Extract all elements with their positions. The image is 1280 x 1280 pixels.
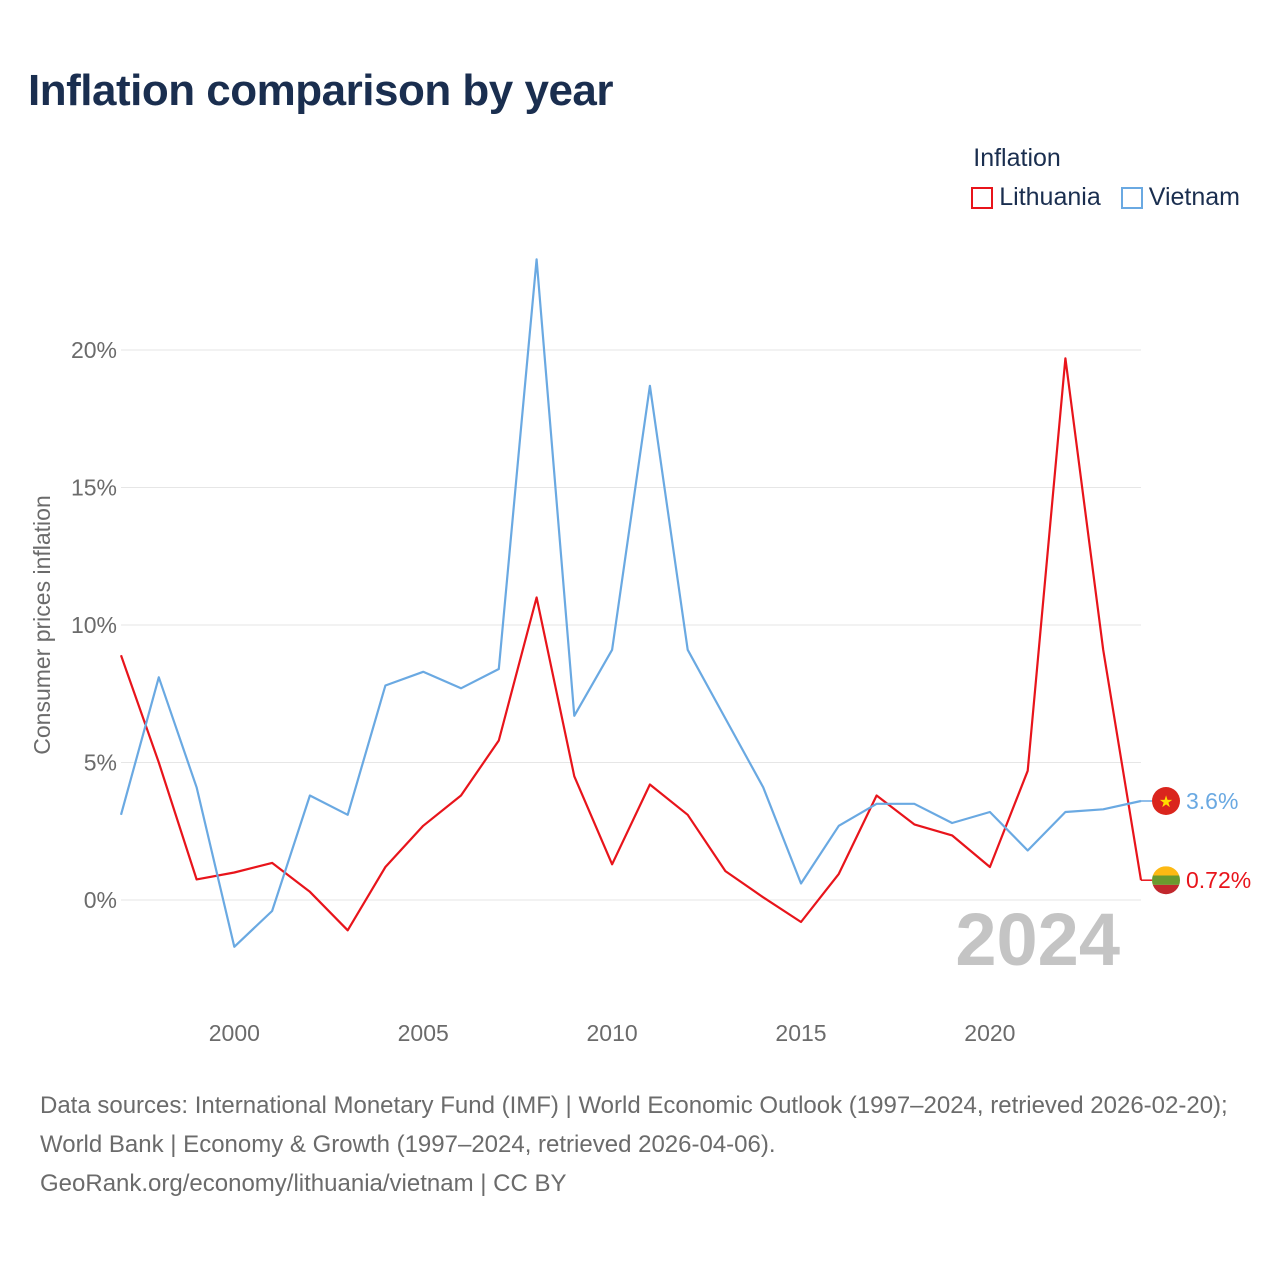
footer-sources: Data sources: International Monetary Fun… bbox=[40, 1092, 1228, 1158]
gridlines bbox=[121, 349, 1141, 901]
y-axis-title: Consumer prices inflation bbox=[29, 495, 55, 755]
series-line-lithuania[interactable] bbox=[119, 357, 1143, 932]
y-tick-label-15: 15% bbox=[71, 475, 117, 501]
x-tick-label-2000: 2000 bbox=[209, 1020, 260, 1046]
flag-stripe-yellow bbox=[1152, 866, 1180, 877]
year-watermark: 2024 bbox=[955, 898, 1120, 981]
end-labels: 0.72% ★ 3.6% bbox=[1141, 787, 1251, 895]
y-tick-label-5: 5% bbox=[84, 750, 117, 776]
legend-item-lithuania[interactable]: Lithuania bbox=[971, 183, 1101, 212]
flag-lithuania-icon bbox=[1152, 866, 1180, 895]
footer-credit[interactable]: GeoRank.org/economy/lithuania/vietnam | … bbox=[40, 1170, 567, 1197]
flag-field bbox=[1152, 787, 1180, 815]
x-tick-label-2015: 2015 bbox=[775, 1020, 826, 1046]
flag-vietnam-icon: ★ bbox=[1152, 787, 1180, 815]
series-line-vietnam[interactable] bbox=[119, 258, 1142, 948]
flag-stripe-green bbox=[1152, 875, 1180, 885]
y-tick-label-10: 10% bbox=[71, 612, 117, 638]
end-label-vietnam: 3.6% bbox=[1186, 788, 1238, 814]
legend-label-lithuania: Lithuania bbox=[999, 183, 1101, 211]
axes: 0% 5% 10% 15% 20% 2000 2005 2010 2015 2020 Consume… bbox=[29, 337, 1015, 1046]
legend: Inflation Lithuania Vietnam bbox=[971, 144, 1240, 212]
legend-title: Inflation bbox=[973, 144, 1061, 172]
x-tick-label-2020: 2020 bbox=[964, 1020, 1015, 1046]
x-tick-label-2005: 2005 bbox=[398, 1020, 449, 1046]
end-label-lithuania: 0.72% bbox=[1186, 867, 1251, 893]
y-tick-label-20: 20% bbox=[71, 337, 117, 363]
y-tick-label-0: 0% bbox=[84, 887, 117, 913]
footer: Data sources: International Monetary Fun… bbox=[40, 1086, 1250, 1203]
series bbox=[119, 258, 1143, 948]
legend-swatch-lithuania bbox=[971, 186, 994, 209]
legend-swatch-vietnam bbox=[1120, 186, 1143, 209]
legend-label-vietnam: Vietnam bbox=[1148, 183, 1240, 211]
flag-star-icon: ★ bbox=[1159, 792, 1173, 811]
x-tick-label-2010: 2010 bbox=[587, 1020, 638, 1046]
flag-stripe-red bbox=[1152, 884, 1180, 895]
legend-item-vietnam[interactable]: Vietnam bbox=[1120, 183, 1240, 212]
chart-title: Inflation comparison by year bbox=[28, 66, 614, 115]
